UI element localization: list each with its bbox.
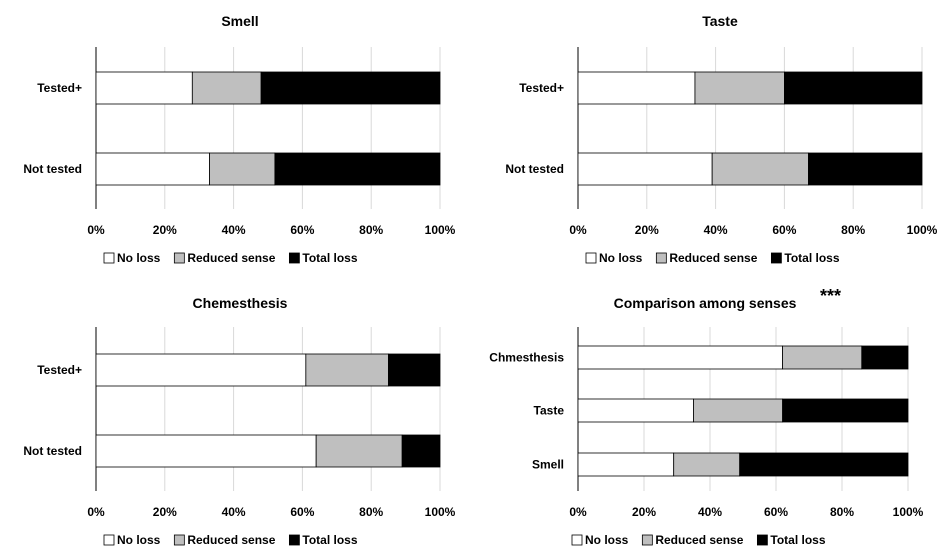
bar-segment-no-loss bbox=[577, 452, 675, 477]
bar-segment-total-loss bbox=[784, 71, 923, 105]
legend-swatch-no-loss bbox=[103, 252, 115, 264]
category-label: Smell bbox=[532, 458, 564, 472]
x-tick-label: 0% bbox=[87, 505, 105, 519]
significance-annotation: *** bbox=[820, 286, 841, 306]
x-tick-label: 80% bbox=[830, 505, 854, 519]
bar-segment-total-loss bbox=[260, 71, 441, 105]
x-tick-label: 0% bbox=[569, 223, 587, 237]
bar-segment-no-loss bbox=[95, 152, 210, 186]
chart-title: Chemesthesis bbox=[193, 295, 288, 311]
category-label: Not tested bbox=[23, 162, 82, 176]
bar-segment-total-loss bbox=[739, 452, 909, 477]
chart-panel-2: Taste 0% 20% 40% 60% 80% 100% Tested+ Not tested… bbox=[505, 13, 937, 265]
x-tick-label: 40% bbox=[222, 505, 246, 519]
x-tick-label: 40% bbox=[698, 505, 722, 519]
bar-segment-reduced-sense bbox=[693, 398, 783, 423]
legend: No loss Reduced sense Total loss bbox=[571, 533, 826, 547]
legend-swatch-total-loss bbox=[756, 534, 768, 546]
legend-label-total-loss: Total loss bbox=[784, 251, 839, 265]
legend-swatch-reduced-sense bbox=[641, 534, 653, 546]
legend-swatch-total-loss bbox=[288, 252, 300, 264]
bar-segment-total-loss bbox=[782, 398, 909, 423]
x-tick-label: 0% bbox=[569, 505, 587, 519]
legend: No loss Reduced sense Total loss bbox=[103, 533, 358, 547]
x-tick-label: 40% bbox=[704, 223, 728, 237]
legend-label-reduced-sense: Reduced sense bbox=[655, 533, 743, 547]
category-label: Not tested bbox=[23, 444, 82, 458]
category-label: Tested+ bbox=[37, 81, 82, 95]
x-tick-label: 20% bbox=[635, 223, 659, 237]
x-tick-label: 100% bbox=[907, 223, 938, 237]
bar-segment-reduced-sense bbox=[673, 452, 741, 477]
bar-segment-reduced-sense bbox=[209, 152, 276, 186]
x-tick-label: 80% bbox=[359, 223, 383, 237]
bar-segment-no-loss bbox=[577, 71, 696, 105]
x-tick-label: 100% bbox=[893, 505, 924, 519]
legend-swatch-reduced-sense bbox=[173, 534, 185, 546]
category-label: Not tested bbox=[505, 162, 564, 176]
legend-swatch-reduced-sense bbox=[173, 252, 185, 264]
bar-segment-no-loss bbox=[95, 353, 307, 387]
bar-segment-reduced-sense bbox=[305, 353, 389, 387]
chart-title: Smell bbox=[221, 13, 258, 29]
legend-swatch-total-loss bbox=[288, 534, 300, 546]
bar-segment-reduced-sense bbox=[711, 152, 809, 186]
chart-panel-1: Smell 0% 20% 40% 60% 80% 100% Tested+ Not tested… bbox=[23, 13, 455, 265]
bar-segment-reduced-sense bbox=[694, 71, 785, 105]
bar-segment-reduced-sense bbox=[782, 345, 863, 370]
category-label: Chmesthesis bbox=[489, 351, 564, 365]
legend-label-reduced-sense: Reduced sense bbox=[187, 533, 275, 547]
x-tick-label: 60% bbox=[290, 505, 314, 519]
x-tick-label: 60% bbox=[772, 223, 796, 237]
legend-label-no-loss: No loss bbox=[117, 251, 161, 265]
bar-segment-total-loss bbox=[808, 152, 923, 186]
legend-label-total-loss: Total loss bbox=[302, 533, 357, 547]
legend-label-total-loss: Total loss bbox=[302, 251, 357, 265]
x-tick-label: 0% bbox=[87, 223, 105, 237]
chart-panel-3: Chemesthesis 0% 20% 40% 60% 80% 100% Tested+ Not… bbox=[23, 295, 455, 547]
x-tick-label: 100% bbox=[425, 505, 456, 519]
bar-segment-reduced-sense bbox=[315, 434, 403, 468]
x-tick-label: 80% bbox=[841, 223, 865, 237]
category-label: Tested+ bbox=[37, 363, 82, 377]
bar-segment-no-loss bbox=[95, 71, 193, 105]
category-label: Taste bbox=[534, 404, 565, 418]
x-tick-label: 40% bbox=[222, 223, 246, 237]
legend-label-reduced-sense: Reduced sense bbox=[669, 251, 757, 265]
legend-label-no-loss: No loss bbox=[585, 533, 629, 547]
bar-segment-no-loss bbox=[577, 152, 713, 186]
bar-segment-total-loss bbox=[401, 434, 441, 468]
legend: No loss Reduced sense Total loss bbox=[585, 251, 840, 265]
chart-panel-4: Comparison among senses *** 0% 20% 40% 60% 80%… bbox=[489, 286, 923, 547]
x-tick-label: 20% bbox=[153, 505, 177, 519]
bar-segment-total-loss bbox=[861, 345, 909, 370]
legend-label-reduced-sense: Reduced sense bbox=[187, 251, 275, 265]
chart-title: Taste bbox=[702, 13, 738, 29]
x-tick-label: 100% bbox=[425, 223, 456, 237]
legend-label-no-loss: No loss bbox=[117, 533, 161, 547]
bar-segment-no-loss bbox=[577, 398, 694, 423]
legend-swatch-no-loss bbox=[103, 534, 115, 546]
legend-swatch-no-loss bbox=[571, 534, 583, 546]
x-tick-label: 20% bbox=[153, 223, 177, 237]
bar-segment-reduced-sense bbox=[191, 71, 262, 105]
legend: No loss Reduced sense Total loss bbox=[103, 251, 358, 265]
bar-segment-total-loss bbox=[274, 152, 441, 186]
legend-swatch-reduced-sense bbox=[655, 252, 667, 264]
x-tick-label: 20% bbox=[632, 505, 656, 519]
chart-title: Comparison among senses bbox=[614, 295, 797, 311]
x-tick-label: 60% bbox=[764, 505, 788, 519]
category-label: Tested+ bbox=[519, 81, 564, 95]
legend-label-no-loss: No loss bbox=[599, 251, 643, 265]
bar-segment-no-loss bbox=[95, 434, 317, 468]
legend-swatch-no-loss bbox=[585, 252, 597, 264]
legend-label-total-loss: Total loss bbox=[770, 533, 825, 547]
legend-swatch-total-loss bbox=[770, 252, 782, 264]
bar-segment-total-loss bbox=[387, 353, 441, 387]
x-tick-label: 80% bbox=[359, 505, 383, 519]
x-tick-label: 60% bbox=[290, 223, 314, 237]
bar-segment-no-loss bbox=[577, 345, 784, 370]
